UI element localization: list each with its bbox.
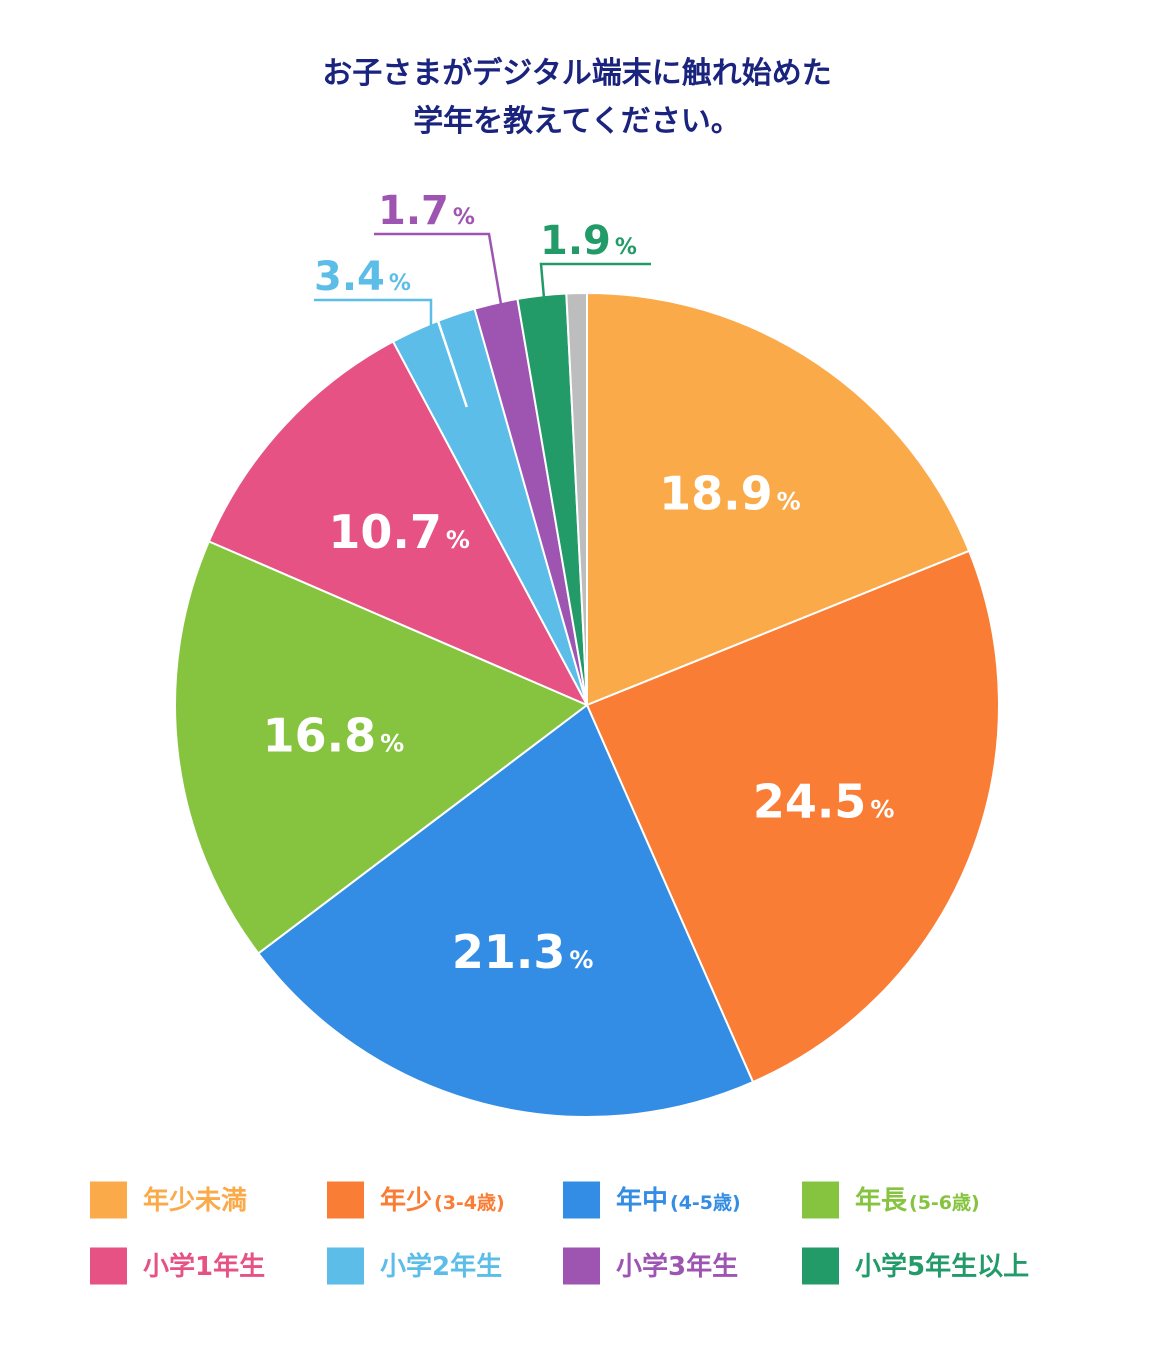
- data-label-2: 24.5%: [753, 774, 895, 828]
- legend-swatch: [90, 1181, 127, 1219]
- data-label-3: 21.3%: [452, 925, 594, 979]
- legend-swatch: [563, 1181, 600, 1219]
- legend: 年少未満 年少 (3-4歳) 年中 (4-5歳) 年長 (5-6歳) 小学1年生 小学2年生 小学…: [90, 1181, 1029, 1285]
- chart-title-line-2: 学年を教えてください。: [413, 104, 741, 139]
- chart-title: お子さまがデジタル端末に触れ始めた 学年を教えてください。: [322, 56, 831, 139]
- legend-swatch: [563, 1247, 600, 1285]
- legend-item-3: 年中 (4-5歳): [563, 1181, 741, 1219]
- legend-swatch: [327, 1247, 364, 1285]
- legend-item-6: 小学2年生: [327, 1247, 502, 1285]
- legend-swatch: [90, 1247, 127, 1285]
- legend-swatch: [802, 1247, 839, 1285]
- legend-item-5: 小学1年生: [90, 1247, 265, 1285]
- data-labels: 18.9 % 24.5 % 21.3 % 16.8 % 10.7 % 3.4 % 1.7 % 1.9%: [263, 188, 895, 979]
- legend-swatch: [327, 1181, 364, 1219]
- legend-label: 年少未満: [143, 1185, 247, 1216]
- legend-label: 年中 (4-5歳): [616, 1185, 741, 1216]
- legend-item-8: 小学5年生以上: [802, 1247, 1029, 1285]
- legend-label: 小学5年生以上: [855, 1251, 1029, 1282]
- chart-title-line-1: お子さまがデジタル端末に触れ始めた: [322, 56, 831, 91]
- legend-item-4: 年長 (5-6歳): [802, 1181, 980, 1219]
- data-label-7: 1.7%: [378, 188, 475, 234]
- data-label-6: 3.4%: [314, 254, 411, 300]
- data-label-8: 1.9%: [540, 218, 637, 264]
- pie-slice-5: [207, 340, 588, 706]
- legend-label: 年少 (3-4歳): [380, 1185, 505, 1216]
- pie-slice-1: [586, 292, 971, 706]
- leader-line-8: [539, 262, 651, 382]
- data-label-1: 18.9%: [659, 466, 801, 520]
- pie-slice-other: [565, 292, 588, 706]
- legend-label: 小学1年生: [143, 1251, 265, 1282]
- legend-label: 小学2年生: [380, 1251, 502, 1282]
- leader-line-outer-6: [314, 298, 433, 326]
- leader-line-7: [374, 232, 518, 392]
- pie-slice-2: [586, 549, 1000, 1084]
- data-label-4: 16.8%: [263, 708, 405, 762]
- legend-label: 小学3年生: [616, 1251, 738, 1282]
- legend-item-1: 年少未満: [90, 1181, 247, 1219]
- legend-swatch: [802, 1181, 839, 1219]
- pie-slice-3: [257, 704, 754, 1118]
- leader-lines: [314, 232, 651, 408]
- legend-item-2: 年少 (3-4歳): [327, 1181, 505, 1219]
- legend-label: 年長 (5-6歳): [855, 1185, 980, 1216]
- pie-slices: [174, 292, 1000, 1118]
- legend-item-7: 小学3年生: [563, 1247, 738, 1285]
- data-label-5: 10.7%: [328, 505, 470, 559]
- pie-slice-4: [174, 540, 588, 955]
